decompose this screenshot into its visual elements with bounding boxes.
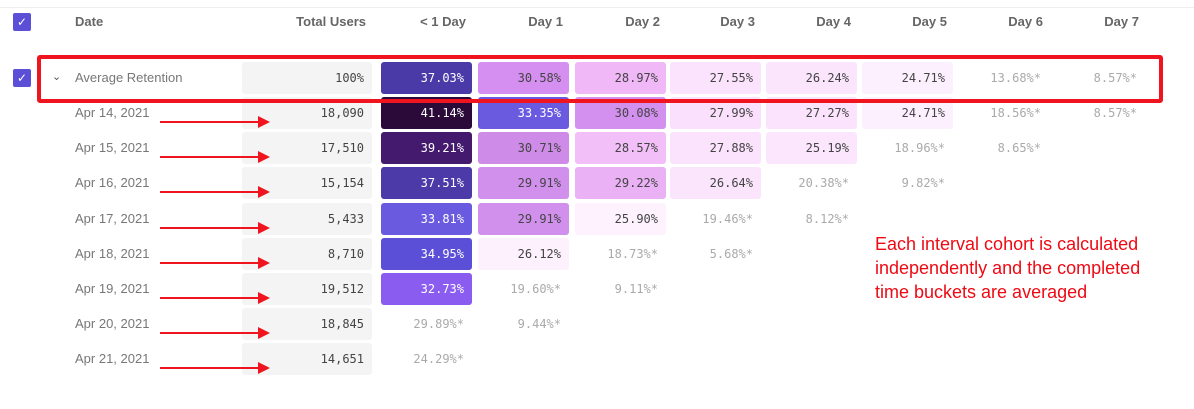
retention-cell[interactable]: 29.91% [478,167,569,199]
retention-cell[interactable]: 20.38%* [798,176,849,190]
retention-cell[interactable]: 24.71% [862,62,953,94]
retention-cell[interactable]: 25.19% [766,132,857,164]
highlight-box [37,55,1163,103]
column-header[interactable]: Total Users [296,14,366,29]
retention-cell[interactable]: 30.58% [478,62,569,94]
retention-cell[interactable]: 9.11%* [614,282,658,296]
retention-cell[interactable]: 27.88% [670,132,761,164]
table-row[interactable]: Apr 17, 2021 5,433 33.81% 29.91% 25.90% 19.46… [0,203,1194,235]
table-row[interactable]: Apr 16, 2021 15,154 37.51% 29.91% 29.22% 26.6… [0,167,1194,199]
table-row[interactable]: Apr 19, 2021 19,512 32.73% 19.60%* 9.11%* [0,273,1194,305]
arrow-annotation [160,327,270,339]
cohort-date: Apr 21, 2021 [75,351,150,366]
retention-cell[interactable]: 18.73%* [607,247,658,261]
column-header[interactable]: Day 3 [720,14,755,29]
retention-cell[interactable]: 27.55% [670,62,761,94]
retention-cell[interactable]: 26.12% [478,238,569,270]
column-header[interactable]: Date [75,14,104,29]
cohort-date: Apr 17, 2021 [75,211,150,226]
table-row[interactable]: Apr 21, 2021 14,651 24.29%* [0,343,1194,375]
cohort-date: Apr 16, 2021 [75,175,150,190]
retention-cell[interactable]: 8.57%* [1093,71,1137,85]
column-header[interactable]: Day 6 [1008,14,1043,29]
retention-cell[interactable]: 30.71% [478,132,569,164]
cohort-date: Apr 15, 2021 [75,140,150,155]
column-header[interactable]: Day 7 [1104,14,1139,29]
retention-cell[interactable]: 29.22% [575,167,666,199]
total-users-cell: 100% [242,62,372,94]
cohort-date: Apr 19, 2021 [75,281,150,296]
table-row[interactable]: Apr 14, 2021 18,090 41.14% 33.35% 30.08% 27.9… [0,97,1194,129]
retention-cell[interactable]: 32.73% [381,273,472,305]
cohort-date: Apr 14, 2021 [75,105,150,120]
retention-cell[interactable]: 26.24% [766,62,857,94]
arrow-annotation [160,186,270,198]
retention-cell[interactable]: 19.60%* [510,282,561,296]
column-header[interactable]: Day 5 [912,14,947,29]
arrow-annotation [160,151,270,163]
chevron-down-icon[interactable]: ⌄ [52,71,62,83]
table-row[interactable]: Apr 20, 2021 18,845 29.89%* 9.44%* [0,308,1194,340]
retention-cell[interactable]: 8.57%* [1093,106,1137,120]
retention-cell[interactable]: 5.68%* [709,247,753,261]
column-header[interactable]: Day 4 [816,14,851,29]
retention-cell[interactable]: 29.89%* [413,317,464,331]
retention-cell[interactable]: 19.46%* [702,212,753,226]
retention-cell[interactable]: 18.96%* [894,141,945,155]
retention-cell[interactable]: 37.51% [381,167,472,199]
select-all-checkbox[interactable]: ✓ [13,13,31,31]
total-users-cell: 5,433 [242,203,372,235]
column-header[interactable]: < 1 Day [420,14,466,29]
arrow-annotation [160,292,270,304]
retention-cell[interactable]: 8.65%* [997,141,1041,155]
retention-cell[interactable]: 24.29%* [413,352,464,366]
retention-cell[interactable]: 9.82%* [901,176,945,190]
retention-cell[interactable]: 29.91% [478,203,569,235]
cohort-date: Apr 18, 2021 [75,246,150,261]
retention-cell[interactable]: 9.44%* [517,317,561,331]
retention-cell[interactable]: 39.21% [381,132,472,164]
average-checkbox[interactable]: ✓ [13,69,31,87]
cohort-date: Apr 20, 2021 [75,316,150,331]
average-label: Average Retention [75,70,183,85]
retention-cell[interactable]: 25.90% [575,203,666,235]
table-row[interactable]: Apr 18, 2021 8,710 34.95% 26.12% 18.73%* 5.68… [0,238,1194,270]
column-header[interactable]: Day 1 [528,14,563,29]
retention-cell[interactable]: 28.97% [575,62,666,94]
arrow-annotation [160,362,270,374]
retention-cell[interactable]: 28.57% [575,132,666,164]
retention-cell[interactable]: 8.12%* [805,212,849,226]
arrow-annotation [160,116,270,128]
retention-cell[interactable]: 13.68%* [990,71,1041,85]
arrow-annotation [160,222,270,234]
retention-cell[interactable]: 18.56%* [990,106,1041,120]
table-row[interactable]: Apr 15, 2021 17,510 39.21% 30.71% 28.57% 27.8… [0,132,1194,164]
retention-cell[interactable]: 34.95% [381,238,472,270]
retention-cell[interactable]: 33.81% [381,203,472,235]
divider [0,7,1194,8]
retention-cell[interactable]: 26.64% [670,167,761,199]
retention-cell[interactable]: 37.03% [381,62,472,94]
column-header[interactable]: Day 2 [625,14,660,29]
average-row[interactable]: ✓ ⌄ Average Retention 100% 37.03% 30.58% 28.97… [0,62,1194,94]
annotation-text: Each interval cohort is calculated indep… [875,234,1141,302]
arrow-annotation [160,257,270,269]
